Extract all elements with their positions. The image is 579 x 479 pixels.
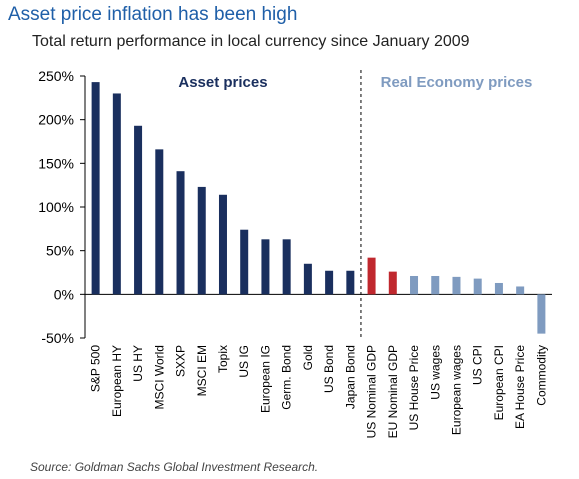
x-tick-label: US Bond <box>322 345 336 393</box>
bar-series <box>91 82 546 334</box>
x-tick-label: Commodity <box>534 345 548 406</box>
x-tick-label: European wages <box>449 345 463 435</box>
bar <box>516 286 525 295</box>
x-tick-label: US CPI <box>471 345 485 385</box>
x-tick-label: US IG <box>237 345 251 378</box>
bar <box>261 239 270 295</box>
x-tick-label: MSCI EM <box>195 345 209 396</box>
x-tick-label: European CPI <box>492 345 506 420</box>
chart-title: Asset price inflation has been high <box>8 4 298 25</box>
y-tick-label: 0% <box>54 286 74 302</box>
x-tick-label: EA House Price <box>513 345 527 429</box>
bar <box>218 194 227 295</box>
category-labels: S&P 500 European HY US HY MSCI World SXXP MSC… <box>89 345 549 439</box>
y-tick-label: 100% <box>38 199 74 215</box>
y-tick-label: 200% <box>38 112 74 128</box>
y-tick-label: 250% <box>38 68 74 84</box>
bar <box>176 171 185 295</box>
bar <box>452 276 461 295</box>
bar <box>112 93 121 295</box>
y-tick-label: -50% <box>41 330 74 346</box>
y-tick-label: 150% <box>38 155 74 171</box>
x-tick-label: SXXP <box>174 345 188 377</box>
bar <box>346 270 355 295</box>
x-tick-label: MSCI World <box>152 345 166 409</box>
x-tick-label: US HY <box>131 345 145 382</box>
chart-subtitle: Total return performance in local curren… <box>32 33 470 50</box>
bar <box>134 125 143 295</box>
bar <box>155 149 164 295</box>
y-tick-label: 50% <box>46 243 74 259</box>
x-tick-label: S&P 500 <box>89 345 103 392</box>
x-tick-label: US House Price <box>407 345 421 431</box>
bar <box>303 263 312 295</box>
group-labels: Asset prices Real Economy prices <box>178 70 532 338</box>
group-label: Real Economy prices <box>381 74 533 91</box>
group-label: Asset prices <box>178 74 267 91</box>
bar <box>473 278 482 295</box>
bar <box>388 271 397 295</box>
bar <box>410 275 419 295</box>
x-tick-label: EU Nominal GDP <box>386 345 400 438</box>
x-tick-label: Topix <box>216 345 230 373</box>
source-note: Source: Goldman Sachs Global Investment … <box>30 460 319 474</box>
bar <box>282 239 291 295</box>
bar <box>91 82 100 295</box>
bar <box>537 294 546 334</box>
bar <box>431 275 440 295</box>
x-tick-label: US Nominal GDP <box>365 345 379 438</box>
x-tick-label: European HY <box>110 345 124 417</box>
bar <box>197 186 206 295</box>
bar <box>325 270 334 295</box>
bar <box>367 257 376 295</box>
x-tick-label: Gold <box>301 345 315 370</box>
x-tick-label: Germ. Bond <box>280 345 294 410</box>
x-tick-label: European IG <box>258 345 272 413</box>
x-tick-label: US wages <box>428 345 442 400</box>
bar <box>494 282 503 295</box>
bar <box>240 229 249 295</box>
x-tick-label: Japan Bond <box>343 345 357 409</box>
